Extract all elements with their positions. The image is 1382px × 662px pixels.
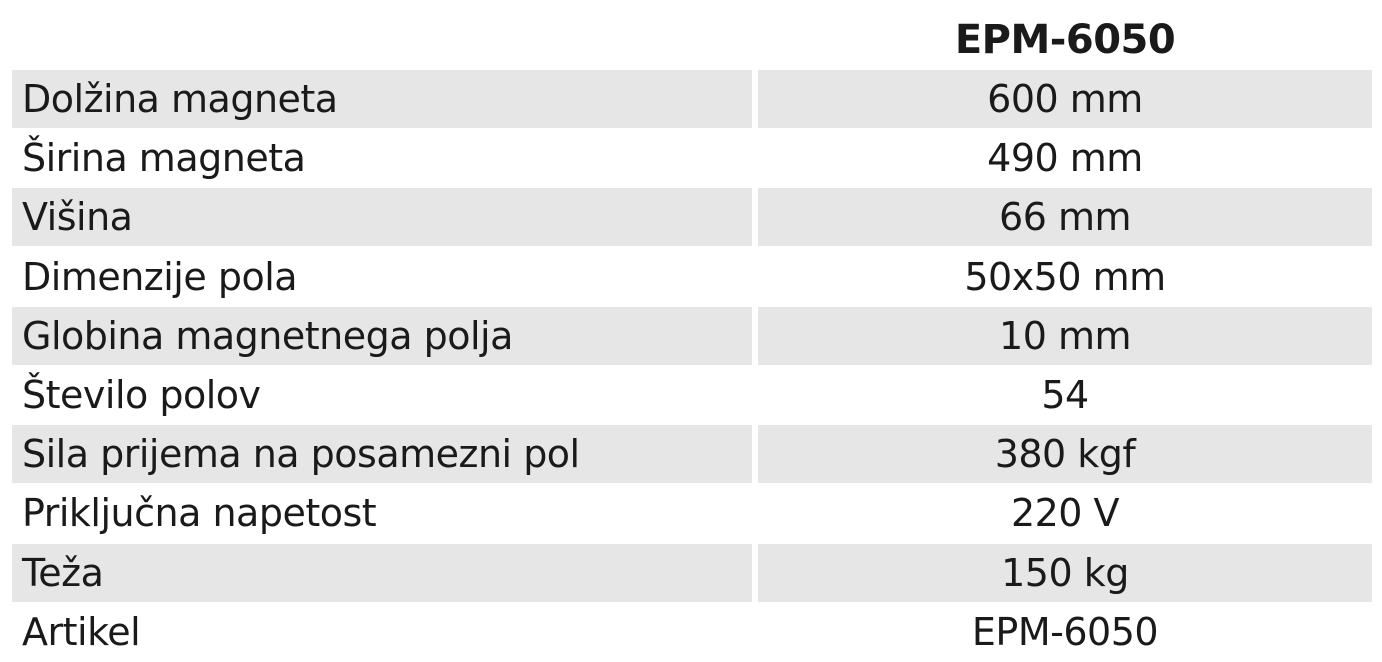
row-label: Dolžina magneta xyxy=(12,70,752,128)
row-label: Sila prijema na posamezni pol xyxy=(12,425,752,484)
row-label: Širina magneta xyxy=(22,136,306,181)
row-value: 54 xyxy=(1041,373,1089,417)
row-value: 66 mm xyxy=(758,188,1372,247)
row-label: Dimenzije pola xyxy=(22,254,298,299)
row-label: Višina xyxy=(12,188,752,247)
row-value: 50x50 mm xyxy=(964,254,1166,299)
row-value: 380 kgf xyxy=(758,425,1372,484)
row-value: 220 V xyxy=(1010,491,1120,536)
row-value: 150 kg xyxy=(758,543,1372,602)
row-value: 490 mm xyxy=(987,136,1143,181)
row-label: Teža xyxy=(12,543,752,602)
row-value: EPM-6050 xyxy=(971,609,1159,654)
row-label: Artikel xyxy=(22,609,141,654)
row-value: 10 mm xyxy=(758,306,1372,365)
row-label: Priključna napetost xyxy=(22,491,377,536)
row-label: Število polov xyxy=(22,373,261,417)
row-label: Globina magnetnega polja xyxy=(12,306,752,365)
row-value: 600 mm xyxy=(758,70,1372,128)
column-header: EPM-6050 xyxy=(954,17,1176,63)
